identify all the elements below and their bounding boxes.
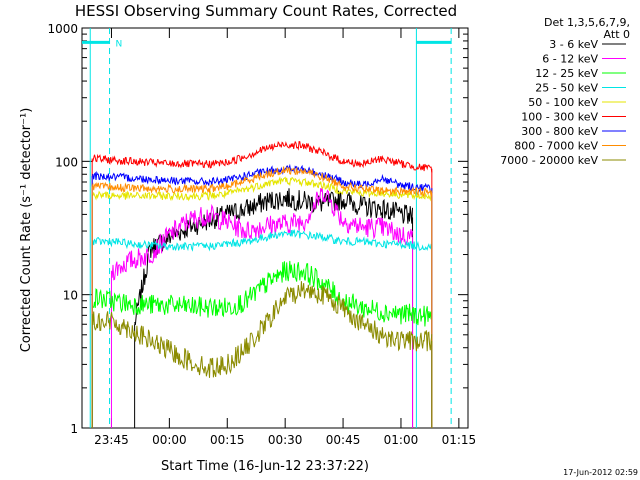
series-line (92, 176, 433, 202)
legend-entry-label: 50 - 100 keV (528, 96, 598, 109)
legend-entry-label: 7000 - 20000 keV (500, 154, 598, 167)
series-line (134, 188, 413, 325)
plot-area: 1 10 100 1000 23:45 00:00 00:15 00:30 00:45 01:00… (47, 22, 476, 447)
x-tick-label: 01:15 (442, 433, 477, 447)
timestamp-footer: 17-Jun-2012 02:59 (563, 468, 638, 477)
legend-entry-label: 3 - 6 keV (549, 38, 598, 51)
legend-header: Att 0 (604, 28, 630, 41)
x-tick-label: 23:45 (94, 433, 129, 447)
legend: Det 1,3,5,6,7,9,Att 0 3 - 6 keV 6 - 12 keV… (500, 16, 630, 167)
series-line (91, 281, 433, 378)
legend-entry-label: 12 - 25 keV (535, 67, 598, 80)
series-line (91, 166, 433, 198)
y-tick-label: 1 (70, 422, 78, 436)
marker-label: N (116, 39, 123, 49)
plot-frame (81, 27, 469, 429)
legend-entry-label: 300 - 800 keV (521, 125, 598, 138)
y-axis-label: Corrected Count Rate (s⁻¹ detector⁻¹) (19, 108, 34, 353)
series-line (91, 140, 433, 173)
legend-entry-label: 100 - 300 keV (521, 111, 598, 124)
series-line (111, 186, 413, 281)
legend-header: Det 1,3,5,6,7,9, (544, 16, 630, 29)
y-tick-label: 1000 (47, 22, 78, 36)
legend-entry-label: 800 - 7000 keV (514, 140, 598, 153)
series-line (91, 260, 433, 327)
x-tick-label: 01:00 (384, 433, 419, 447)
series-line (91, 228, 433, 252)
y-tick-label: 100 (55, 155, 78, 169)
legend-entry-label: 25 - 50 keV (535, 82, 598, 95)
y-tick-label: 10 (63, 289, 78, 303)
x-axis-label: Start Time (16-Jun-12 23:37:22) (161, 459, 369, 474)
x-tick-label: 00:30 (268, 433, 303, 447)
x-tick-label: 00:00 (152, 433, 187, 447)
chart-title: HESSI Observing Summary Count Rates, Cor… (75, 2, 457, 20)
legend-entry-label: 6 - 12 keV (542, 53, 598, 66)
x-tick-label: 00:45 (326, 433, 361, 447)
series-line (92, 163, 433, 193)
x-tick-label: 00:15 (210, 433, 245, 447)
